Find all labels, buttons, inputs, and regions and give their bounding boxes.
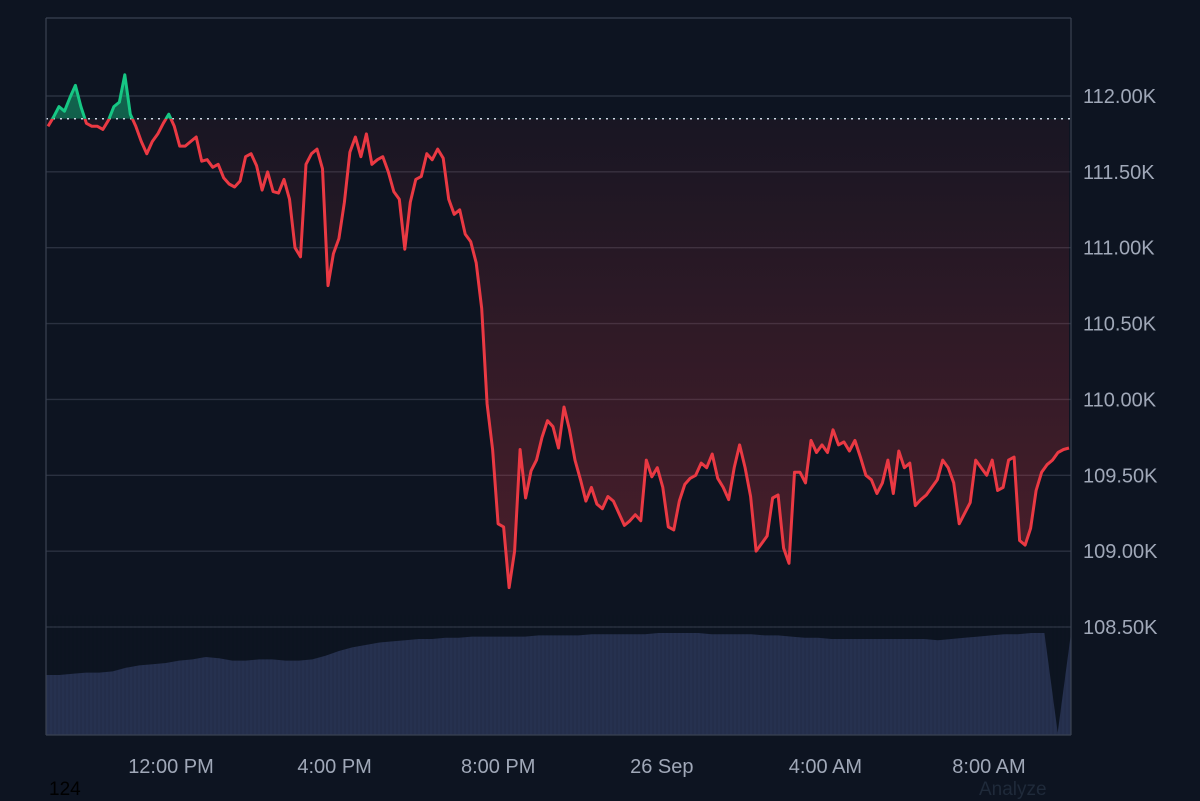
x-tick-label: 8:00 PM (461, 756, 535, 778)
x-tick-label: 26 Sep (630, 756, 693, 778)
area-below-reference (48, 118, 1069, 588)
price-line-down[interactable] (46, 75, 1070, 590)
y-tick-label: 111.00K (1083, 238, 1155, 260)
footer-count: 124 (49, 779, 81, 800)
x-axis-ticks: 12:00 PM 4:00 PM 8:00 PM 26 Sep 4:00 AM 8:00 … (128, 756, 1026, 778)
y-tick-label: 112.00K (1083, 86, 1157, 108)
x-tick-label: 4:00 PM (297, 756, 371, 778)
price-area (48, 74, 1069, 588)
y-tick-label: 109.50K (1083, 465, 1158, 487)
y-tick-label: 109.00K (1083, 541, 1158, 563)
volume-area (46, 633, 1071, 735)
volume-bars (46, 615, 1071, 735)
price-line[interactable] (46, 73, 1070, 590)
analyze-link[interactable]: Analyze (979, 779, 1047, 800)
y-tick-label: 108.50K (1083, 617, 1158, 639)
x-tick-label: 8:00 AM (952, 756, 1025, 778)
y-tick-label: 110.00K (1083, 389, 1157, 411)
x-tick-label: 4:00 AM (789, 756, 862, 778)
x-tick-label: 12:00 PM (128, 756, 214, 778)
y-tick-label: 111.50K (1083, 162, 1155, 184)
y-axis-ticks: 112.00K 111.50K 111.00K 110.50K 110.00K 109.5… (1083, 86, 1158, 639)
y-tick-label: 110.50K (1083, 314, 1157, 336)
